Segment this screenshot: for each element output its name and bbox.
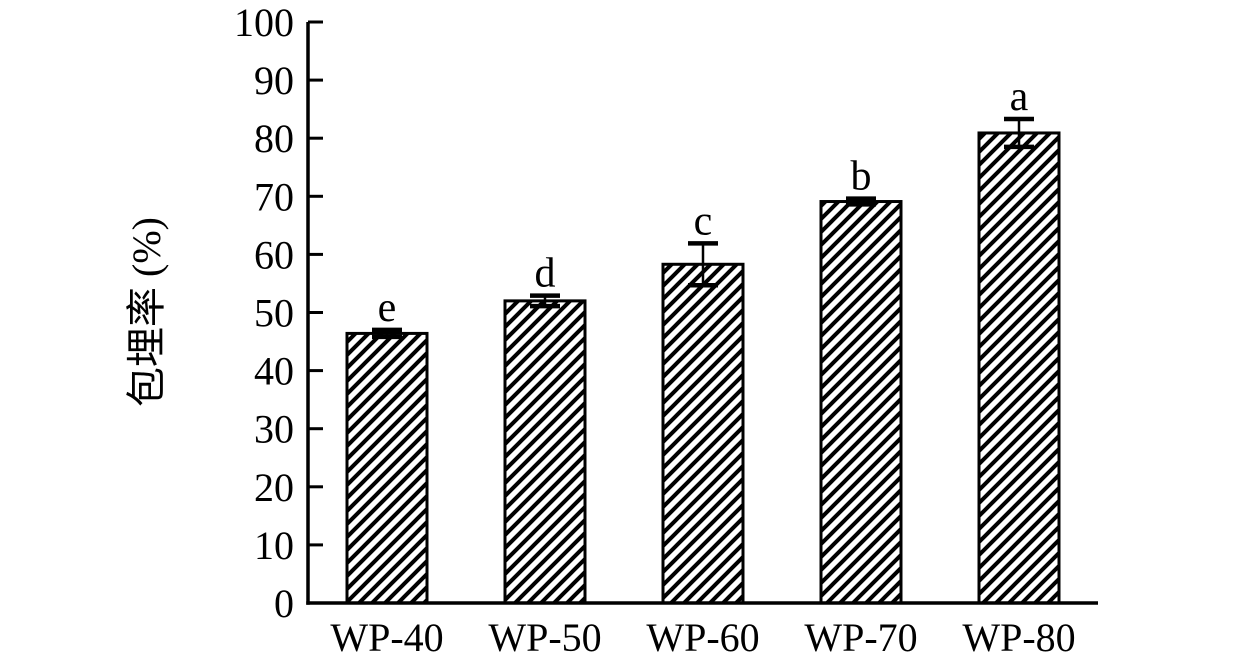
y-tick-label: 20	[254, 465, 294, 510]
error-bar	[372, 327, 402, 340]
y-tick-label: 30	[254, 407, 294, 452]
y-tick-label: 0	[274, 581, 294, 626]
bar	[819, 200, 903, 605]
x-category-label: WP-70	[804, 615, 917, 660]
x-category-label: WP-80	[962, 615, 1075, 660]
y-tick-label: 60	[254, 232, 294, 277]
y-tick-label: 80	[254, 116, 294, 161]
y-tick-label: 70	[254, 174, 294, 219]
x-category-label: WP-60	[646, 615, 759, 660]
sig-letter: e	[378, 285, 397, 331]
bar	[661, 262, 745, 605]
y-tick-label: 90	[254, 58, 294, 103]
error-bar	[688, 241, 718, 288]
bar	[977, 131, 1061, 605]
sig-letter: c	[694, 198, 713, 244]
bar	[503, 299, 587, 605]
sig-letter: d	[535, 251, 556, 297]
error-bar	[530, 293, 560, 309]
x-category-label: WP-50	[488, 615, 601, 660]
bar	[345, 331, 429, 605]
y-tick-label: 40	[254, 349, 294, 394]
y-axis-title: 包埋率 (%)	[124, 217, 169, 407]
x-category-label: WP-40	[330, 615, 443, 660]
error-bar	[846, 196, 876, 207]
sig-letter: a	[1010, 74, 1029, 120]
sig-letter: b	[851, 154, 872, 200]
y-tick-label: 50	[254, 291, 294, 336]
error-bar	[1004, 116, 1034, 150]
y-tick-label: 100	[234, 0, 294, 45]
y-tick-label: 10	[254, 523, 294, 568]
